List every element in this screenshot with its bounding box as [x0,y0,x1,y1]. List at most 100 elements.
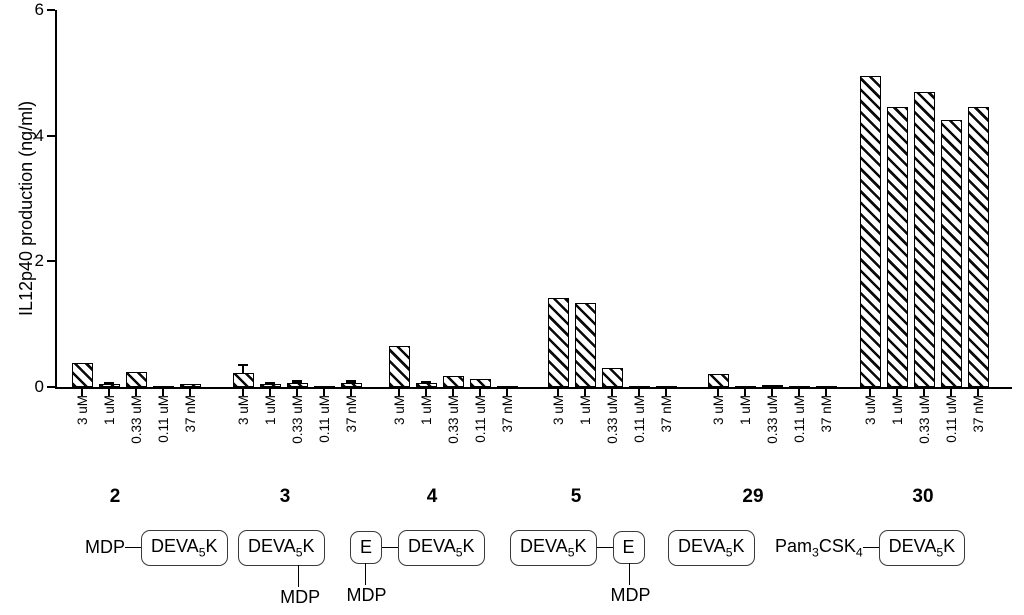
bond-line [596,547,613,549]
x-tick-label: 0.11 uM [316,395,332,443]
text-segment: DEVA [408,536,456,556]
error-bar-cap [265,382,275,385]
x-tick-label: 37 nM [970,395,986,433]
x-tick-label: 0.11 uM [791,395,807,443]
x-tick-mark [896,389,898,396]
x-tick-mark [798,389,800,396]
x-tick-label: 1 uM [737,395,753,426]
x-tick-mark [506,389,508,396]
x-axis-line [55,387,1012,389]
y-tick-mark [47,134,55,137]
error-bar-cap [346,380,356,383]
text-segment: DEVA [888,536,937,556]
bar-compound30-0.11uM [940,119,962,387]
x-tick-label: 1 uM [889,395,905,426]
text-segment: CSK [818,536,856,556]
subscript: 5 [567,545,575,560]
subscript: 3 [812,545,819,560]
x-tick-mark [108,389,110,396]
compound-number-label: 2 [109,486,121,507]
bar-compound4-3uM [388,346,410,387]
bar-compound2-1uM [98,383,120,387]
subscript: 5 [455,545,463,560]
bar-compound2-37nM [179,384,201,387]
bar-compound4-0.11uM [469,378,491,387]
x-tick-label: 3 uM [235,395,251,426]
x-tick-mark [923,389,925,396]
x-tick-mark [398,389,400,396]
y-tick-label: 6 [34,0,44,19]
structure-box: E MDP [611,531,651,605]
x-tick-label: 0.33 uM [445,395,461,444]
x-tick-label: 3 uM [862,395,878,426]
x-tick-label: 3 uM [74,395,90,426]
structure-box: DEVA5K [510,530,597,566]
error-bar-cap [104,381,114,384]
structure-compound-3: DEVA5K MDP [238,530,325,607]
bar-compound2-3uM [71,363,93,387]
pendant-bond-line [628,563,630,586]
bar-compound2-0.33uM [125,371,147,387]
bar-compound5-0.11uM [628,386,650,388]
bar-compound4-37nM [496,386,518,388]
x-tick-label: 0.11 uM [943,395,959,443]
bar-compound30-0.33uM [913,91,935,387]
pendant-label: MDP [346,585,387,606]
x-tick-label: 37 nM [499,395,515,433]
x-tick-label: 3 uM [391,395,407,426]
text-segment: E [622,537,635,558]
x-tick-mark [744,389,746,396]
x-tick-mark [425,389,427,396]
bond-line [382,547,399,549]
y-tick-mark [47,386,55,388]
x-tick-mark [452,389,454,396]
text-segment: K [943,536,956,556]
structure-box: DEVA5K [668,530,755,566]
bar-compound3-37nM [340,382,362,387]
x-tick-mark [950,389,952,396]
x-tick-mark [81,389,83,396]
structure-compound-4: E MDP DEVA5K [347,530,485,605]
text-segment: DEVA [151,536,199,556]
x-tick-mark [665,389,667,396]
pendant-label: MDP [280,586,321,607]
x-tick-mark [557,389,559,396]
x-tick-label: 3 uM [710,395,726,426]
bar-compound29-0.33uM [761,385,783,388]
error-bar-cap [238,364,248,367]
subscript: 5 [936,545,944,560]
text-segment: K [574,536,587,556]
x-tick-label: 1 uM [262,395,278,426]
x-tick-mark [717,389,719,396]
bar-compound29-3uM [707,374,729,387]
structure-compound-29: DEVA5K [668,530,755,566]
structure-box: DEVA5K [398,530,485,566]
compound-number-label: 30 [912,486,934,507]
structure-compound-30: Pam3CSK4 DEVA5K [775,530,966,566]
x-tick-label: 1 uM [577,395,593,426]
error-bar [242,365,244,374]
x-tick-mark [611,389,613,396]
structure-box: E MDP [347,531,387,605]
x-tick-label: 0.11 uM [155,395,171,443]
bar-compound30-37nM [967,107,989,387]
text-segment: DEVA [520,536,568,556]
x-tick-mark [479,389,481,396]
structure-box: DEVA5K MDP [238,530,325,607]
y-tick-label: 4 [34,125,44,145]
y-axis-line [55,10,57,389]
bar-compound5-37nM [655,386,677,388]
y-tick-label: 0 [34,377,44,396]
structure-text: Pam3CSK4 [775,536,863,560]
y-tick-label: 2 [34,251,44,271]
x-tick-mark [350,389,352,396]
bond-line [862,547,879,549]
compound-number-label: 4 [426,486,438,507]
y-tick-mark [47,260,55,263]
bar-compound3-0.11uM [313,386,335,388]
error-bar-cap [421,380,431,384]
text-segment: DEVA [248,536,296,556]
text-segment: Pam [775,536,813,556]
x-tick-mark [269,389,271,396]
